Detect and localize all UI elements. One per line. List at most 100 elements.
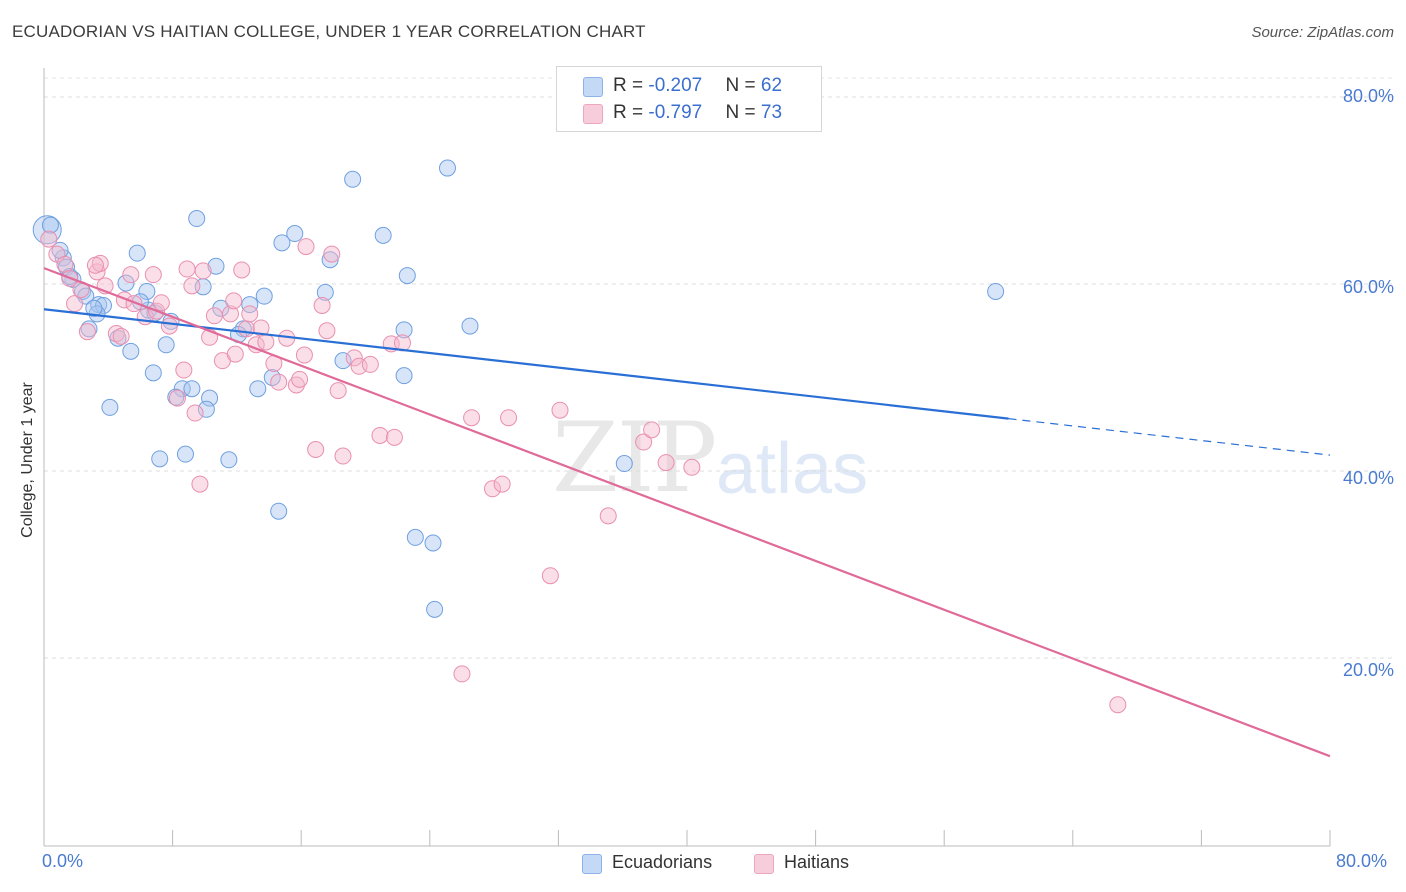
chart-source: Source: ZipAtlas.com [1251,24,1394,41]
haitian-point [186,404,204,422]
legend-n-label: N = [725,102,761,123]
haitian-point [453,665,471,683]
haitian-point [295,346,313,364]
haitian-point [599,507,617,525]
haitians-trend-line [43,267,1331,758]
haitian-point [657,454,675,472]
haitian-point [270,373,288,391]
ecuadorian-point [176,445,194,463]
haitian-point [233,261,251,279]
haitian-point [361,355,379,373]
ecuadorian-point [220,451,238,469]
ecuadorian-point [101,398,119,416]
ecuadorian-point [334,352,352,370]
ecuadorians-points [32,159,1005,618]
haitian-point [168,389,186,407]
ecuadorian-point [398,267,416,285]
haitian-point [313,297,331,315]
legend-n-value: 73 [760,102,783,123]
x-tick-label: 0.0% [42,851,84,871]
ecuadorian-point [461,317,479,335]
y-tick-label: 60.0% [1342,277,1394,297]
haitian-point [334,447,352,465]
haitian-point [493,475,511,493]
haitian-point [500,409,518,427]
haitian-point [238,320,256,338]
y-tick-label: 80.0% [1342,86,1394,106]
ecuadorian-point [122,342,140,360]
haitian-point [1109,696,1127,714]
correlation-legend: R = -0.207 N = 62 R = -0.797 N = 73 [556,66,822,132]
ecuadorian-point [167,388,185,406]
trend-lines [43,267,1331,758]
ecuadorian-point [41,216,59,234]
legend-label: Haitians [784,852,850,872]
ecuadorian-point [183,380,201,398]
watermark-atlas: atlas [716,429,869,509]
ecuadorian-point [374,226,392,244]
haitian-point [205,307,223,325]
haitian-point [183,277,201,295]
haitian-point [241,305,259,323]
ecuadorian-point [173,380,191,398]
ecuadorian-point [128,244,146,262]
haitian-point [291,370,309,388]
legend-r-label: R = [613,75,649,96]
legend-swatch [582,854,602,874]
ecuadorian-point [117,274,135,292]
ecuadorian-point [249,380,267,398]
grid-lines [44,77,1392,659]
watermark-zip: ZIP [552,402,717,514]
legend-row-ecuadorians: R = -0.207 N = 62 [583,75,782,97]
haitian-point [385,428,403,446]
haitian-point [643,421,661,439]
ecuadorian-point [144,364,162,382]
haitian-point [115,291,133,309]
haitian-point [551,401,569,419]
ecuadorian-point [188,210,206,228]
ecuadorian-point [138,282,156,300]
y-axis-label: College, Under 1 year [19,382,36,538]
haitian-point [541,567,559,585]
haitian-point [160,317,178,335]
ecuadorian-point [270,502,288,520]
haitian-point [323,245,341,263]
haitian-point [635,433,653,451]
haitian-point [307,440,325,458]
haitian-point [257,333,275,351]
legend-n-value: 62 [760,75,783,96]
ecuadorian-point [406,528,424,546]
ecuadorian-point [255,287,273,305]
haitian-point [345,349,363,367]
y-tick-label: 40.0% [1342,468,1394,488]
axes [43,68,1331,847]
legend-r-value: -0.797 [648,102,703,123]
ecuadorian-point [241,296,259,314]
haitian-point [122,266,140,284]
ecuadorian-point [80,320,98,338]
legend-item-haitians: Haitians [754,852,850,874]
ecuadorian-point [157,336,175,354]
haitian-point [40,230,58,248]
legend-row-haitians: R = -0.797 N = 73 [583,102,782,124]
haitian-point [86,256,104,274]
haitian-point [318,322,336,340]
ecuadorian-point [426,600,444,618]
legend-label: Ecuadorians [612,852,713,872]
legend-swatch [754,854,774,874]
legend-swatch [583,104,603,124]
haitian-point [371,426,389,444]
haitian-point [112,327,130,345]
haitian-point [225,292,243,310]
x-tick-label: 80.0% [1336,851,1388,871]
haitian-point [78,323,96,341]
ecuadorian-point [987,282,1005,300]
ecuadorian-point [316,283,334,301]
ecuadorian-point [197,400,215,418]
ecuadorian-point [615,455,633,473]
ecuadorian-point [32,215,62,245]
legend-r-label: R = [613,102,649,123]
legend-item-ecuadorians: Ecuadorians [582,852,713,874]
ecuadorian-point [273,234,291,252]
